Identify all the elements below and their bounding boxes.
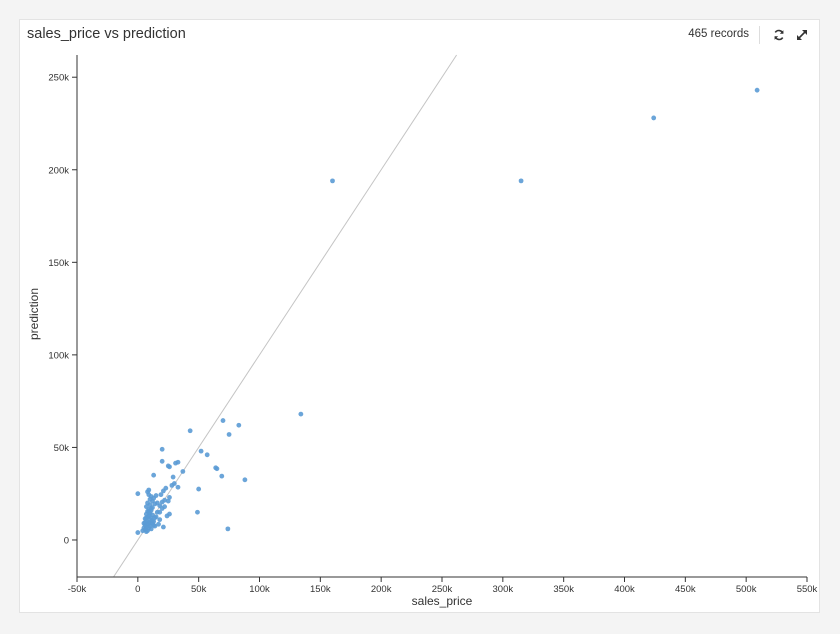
data-point-31 — [135, 491, 141, 497]
x-tick-label-2: 50k — [191, 584, 207, 595]
data-point-28 — [196, 486, 202, 492]
data-point-92 — [151, 495, 157, 501]
y-tick-label-1: 50k — [54, 443, 70, 454]
data-point-23 — [242, 477, 248, 483]
data-point-30 — [160, 488, 166, 494]
y-tick-label-5: 250k — [48, 73, 69, 84]
data-point-5 — [220, 418, 226, 423]
data-point-2 — [518, 178, 524, 184]
data-point-78 — [148, 526, 154, 532]
x-tick-label-4: 150k — [310, 584, 331, 595]
data-point-87 — [153, 514, 159, 520]
expand-button[interactable] — [793, 26, 811, 44]
data-point-4 — [298, 411, 304, 417]
data-point-98 — [142, 519, 148, 525]
data-point-79 — [225, 526, 231, 532]
records-count: 465 records — [688, 28, 749, 40]
x-axis-title: sales_price — [412, 594, 473, 608]
data-point-83 — [143, 529, 149, 535]
data-point-96 — [146, 509, 152, 515]
data-point-95 — [148, 506, 154, 511]
data-point-26 — [175, 484, 181, 490]
data-point-82 — [140, 528, 146, 534]
refresh-icon — [774, 29, 784, 41]
refresh-button[interactable] — [770, 26, 788, 44]
data-point-16 — [167, 464, 172, 470]
y-axis-title: prediction — [27, 288, 41, 340]
data-point-97 — [143, 515, 149, 521]
data-point-19 — [180, 469, 186, 474]
data-point-11 — [204, 452, 210, 458]
data-point-75 — [160, 524, 166, 530]
data-point-22 — [170, 474, 176, 480]
data-point-20 — [151, 472, 157, 478]
x-tick-label-8: 350k — [553, 584, 574, 595]
data-point-51 — [195, 509, 200, 515]
x-tick-label-0: -50k — [68, 584, 87, 595]
data-point-1 — [651, 115, 657, 121]
data-point-86 — [150, 518, 155, 523]
reference-line — [113, 54, 458, 578]
y-tick-label-3: 150k — [48, 258, 69, 269]
data-point-3 — [330, 178, 335, 184]
data-point-70 — [156, 521, 161, 527]
y-tick-label-0: 0 — [64, 535, 69, 546]
data-point-63 — [157, 517, 163, 523]
data-point-57 — [164, 513, 170, 519]
x-tick-label-11: 500k — [736, 584, 757, 595]
data-point-94 — [145, 489, 150, 495]
expand-icon — [797, 30, 807, 40]
data-point-6 — [236, 422, 242, 428]
chart-panel: -50k 0 50k 100k 150k 200k 250k 300k 350k 400k 450k… — [19, 19, 820, 613]
data-point-90 — [165, 498, 171, 504]
data-point-91 — [154, 500, 160, 506]
x-tick-label-1: 0 — [135, 584, 140, 595]
data-point-35 — [167, 495, 172, 500]
data-point-10 — [198, 448, 204, 454]
data-point-0 — [754, 87, 760, 93]
scatter-chart: -50k 0 50k 100k 150k 200k 250k 300k 350k 400k 450k… — [27, 54, 818, 608]
data-point-9 — [159, 446, 165, 452]
data-point-84 — [135, 530, 141, 535]
x-tick-label-5: 200k — [371, 584, 392, 595]
x-tick-label-3: 100k — [249, 584, 270, 595]
data-point-88 — [157, 509, 163, 515]
data-point-12 — [159, 458, 165, 464]
data-point-89 — [162, 504, 168, 510]
data-point-25 — [169, 482, 175, 488]
data-point-39 — [159, 499, 165, 505]
x-tick-label-6: 250k — [432, 584, 453, 595]
data-point-99 — [151, 522, 157, 528]
y-tick-label-4: 200k — [48, 165, 69, 176]
chart-title: sales_price vs prediction — [27, 26, 186, 42]
x-tick-label-12: 550k — [797, 584, 818, 595]
data-point-18 — [214, 466, 220, 472]
data-point-7 — [187, 428, 193, 434]
x-tick-label-9: 400k — [614, 584, 635, 595]
data-point-21 — [219, 473, 225, 479]
data-point-8 — [226, 432, 232, 437]
data-point-93 — [158, 492, 164, 498]
x-tick-label-7: 300k — [493, 584, 514, 595]
data-point-14 — [173, 460, 178, 466]
y-tick-label-2: 100k — [48, 350, 69, 361]
header-divider — [759, 26, 760, 44]
x-tick-label-10: 450k — [675, 584, 696, 595]
